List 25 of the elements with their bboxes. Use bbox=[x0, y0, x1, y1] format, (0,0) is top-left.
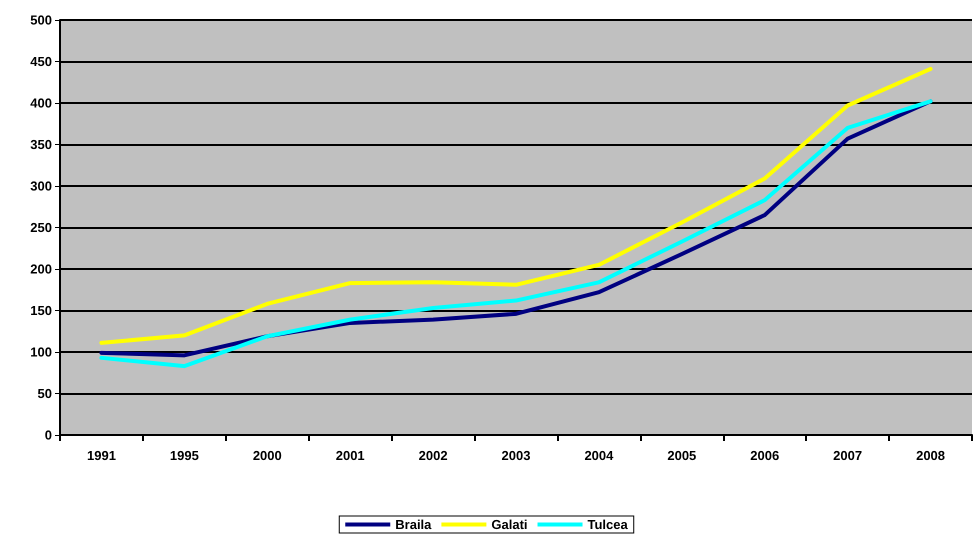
y-tick-label: 350 bbox=[30, 137, 52, 152]
x-tick-label: 2000 bbox=[252, 448, 282, 463]
x-tick-label: 2001 bbox=[336, 448, 365, 463]
x-tick-label: 1991 bbox=[86, 448, 116, 463]
y-tick-label: 200 bbox=[30, 262, 52, 276]
y-tick-label: 450 bbox=[30, 54, 52, 69]
x-tick-label: 2004 bbox=[584, 448, 614, 463]
y-tick-label: 0 bbox=[44, 428, 52, 442]
x-tick-label: 2003 bbox=[502, 448, 530, 463]
y-tick-label: 250 bbox=[30, 220, 52, 235]
x-tick-label: 2008 bbox=[916, 448, 946, 463]
y-tick-label: 50 bbox=[38, 386, 52, 401]
y-tick-label: 100 bbox=[30, 344, 52, 360]
x-tick-label: 2005 bbox=[667, 448, 696, 463]
y-tick-label: 500 bbox=[30, 12, 52, 28]
legend-label: Galati bbox=[491, 517, 528, 532]
x-tick-label: 1995 bbox=[170, 448, 199, 463]
x-tick-label: 2002 bbox=[418, 448, 448, 463]
y-tick-label: 150 bbox=[30, 303, 52, 318]
y-tick-label: 400 bbox=[30, 96, 52, 110]
x-tick-label: 2006 bbox=[750, 448, 780, 463]
legend-label: Braila bbox=[395, 517, 432, 532]
x-tick-label: 2007 bbox=[833, 448, 862, 463]
legend-label: Tulcea bbox=[588, 517, 629, 532]
y-tick-label: 300 bbox=[30, 178, 52, 194]
